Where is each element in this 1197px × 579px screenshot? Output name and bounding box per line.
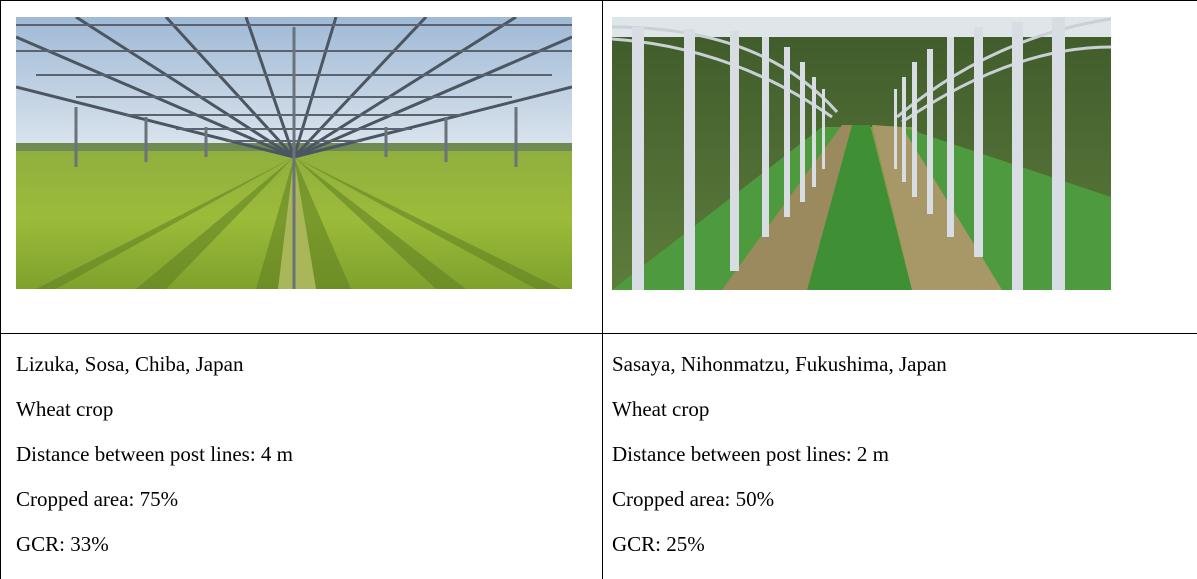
site-2-crop: Wheat crop bbox=[612, 397, 710, 421]
site-1-location: Lizuka, Sosa, Chiba, Japan bbox=[16, 352, 244, 376]
site-2-location: Sasaya, Nihonmatzu, Fukushima, Japan bbox=[612, 352, 947, 376]
site-1-cropped-area: Cropped area: 75% bbox=[16, 487, 179, 511]
photo-cell-2 bbox=[612, 17, 1111, 290]
table-row-divider bbox=[0, 333, 1197, 334]
agrivoltaic-wheat-field-photo bbox=[16, 17, 572, 289]
agrivoltaic-wheat-rows-photo bbox=[612, 17, 1111, 290]
site-1-distance: Distance between post lines: 4 m bbox=[16, 442, 294, 466]
site-2-distance: Distance between post lines: 2 m bbox=[612, 442, 890, 466]
site-1-crop: Wheat crop bbox=[16, 397, 114, 421]
site-2-cropped-area: Cropped area: 50% bbox=[612, 487, 775, 511]
photo-cell-1 bbox=[16, 17, 572, 289]
site-1-gcr: GCR: 33% bbox=[16, 532, 109, 556]
table-left-border bbox=[0, 0, 1, 579]
table-top-border bbox=[0, 0, 1197, 1]
table-column-divider bbox=[602, 0, 603, 579]
site-2-gcr: GCR: 25% bbox=[612, 532, 705, 556]
